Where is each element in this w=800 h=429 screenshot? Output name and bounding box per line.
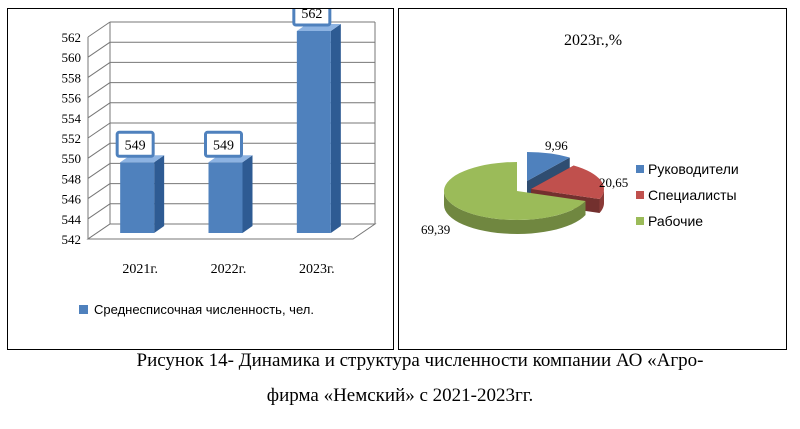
y-tick-label: 550	[62, 151, 82, 166]
bar-side	[242, 155, 253, 233]
pie-slice-side	[599, 189, 604, 214]
x-tick-label: 2023г.	[299, 262, 335, 277]
bar-side	[154, 155, 165, 233]
data-label-box	[204, 130, 243, 158]
bar	[296, 31, 331, 233]
y-tick-label: 554	[62, 111, 82, 126]
x-tick-label: 2022г.	[211, 262, 247, 277]
legend-swatch	[79, 305, 88, 314]
bar-chart: 542 544 546 548 550 552 554 556 558 560 562 549 2021…	[62, 9, 377, 317]
gridline-diagonal	[87, 61, 111, 78]
y-tick-label: 546	[62, 192, 82, 207]
gridline-diagonal	[87, 102, 111, 119]
data-label-box	[115, 130, 155, 158]
legend-swatch	[636, 191, 644, 199]
pie-chart-panel: 2023г.,% 9,96 20,65 69,39 Руководители Специа…	[398, 8, 787, 350]
data-label-box	[292, 9, 332, 27]
legend-swatch	[636, 217, 644, 225]
y-tick-label: 556	[62, 91, 82, 106]
legend-swatch	[636, 165, 644, 173]
legend-label: Среднесписочная численность, чел.	[94, 302, 314, 317]
gridline-diagonal	[87, 142, 111, 159]
pie-data-label: 20,65	[599, 175, 628, 190]
gridline-diagonal	[87, 82, 111, 99]
pie-slice-side	[444, 191, 586, 234]
pie-slice	[531, 165, 604, 200]
pie-slice	[527, 152, 570, 181]
gridline-diagonal	[87, 21, 111, 38]
bar	[120, 162, 155, 233]
data-label: 562	[301, 9, 322, 22]
figure-caption-line2: фирма «Немский» с 2021-2023гг.	[266, 385, 534, 406]
legend-label: Руководители	[648, 161, 739, 177]
y-tick-label: 560	[62, 50, 82, 65]
y-tick-label: 544	[62, 212, 82, 227]
gridline-diagonal	[87, 183, 111, 200]
gridline-diagonal	[87, 41, 111, 58]
gridline-diagonal	[87, 122, 111, 139]
bar-chart-panel: 542 544 546 548 550 552 554 556 558 560 562 549 2021…	[7, 8, 394, 350]
pie-chart: 2023г.,% 9,96 20,65 69,39 Руководители Специа…	[421, 32, 739, 237]
bar-side	[330, 24, 341, 233]
y-tick-label: 542	[62, 232, 82, 247]
bar	[208, 162, 243, 233]
y-tick-label: 562	[62, 30, 82, 45]
legend-label: Специалисты	[648, 187, 737, 203]
data-label: 549	[213, 138, 234, 153]
pie-data-label: 9,96	[545, 138, 568, 153]
y-tick-label: 548	[62, 171, 82, 186]
y-tick-label: 558	[62, 70, 82, 85]
gridline-diagonal	[87, 203, 111, 220]
figure-caption-line1: Рисунок 14- Динамика и структура численн…	[136, 350, 704, 371]
data-label: 549	[125, 138, 146, 153]
x-tick-label: 2021г.	[122, 262, 158, 277]
pie-data-label: 69,39	[421, 222, 450, 237]
pie-title: 2023г.,%	[564, 32, 622, 49]
legend-label: Рабочие	[648, 213, 703, 229]
pie-slice	[444, 162, 586, 221]
gridline-diagonal	[87, 162, 111, 179]
y-tick-label: 552	[62, 131, 82, 146]
